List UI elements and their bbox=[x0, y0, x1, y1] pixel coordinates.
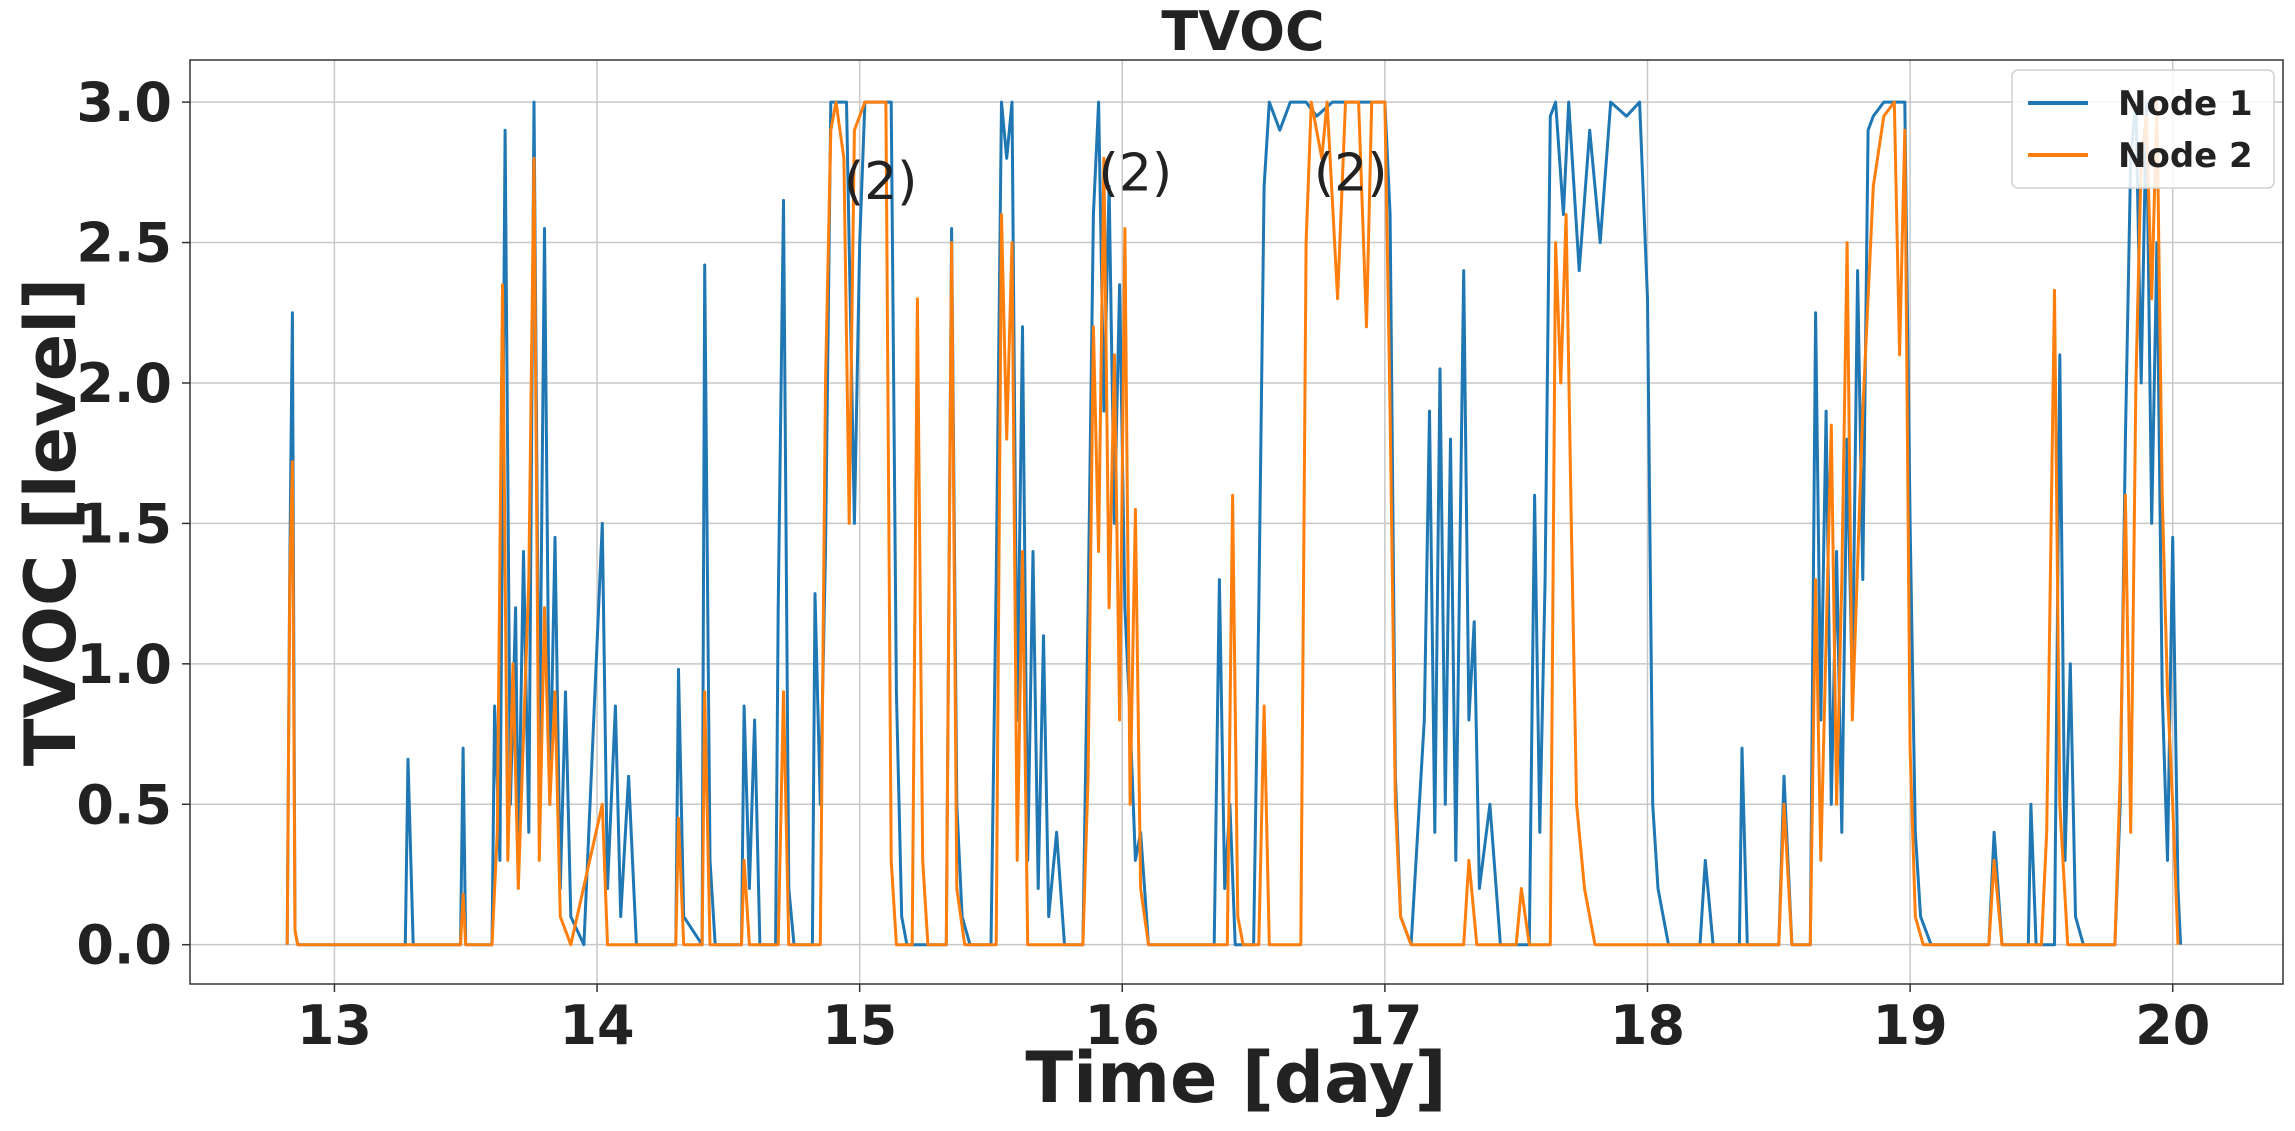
annotations: (2) (2) (2) bbox=[844, 143, 1388, 211]
x-tick-label: 19 bbox=[1873, 994, 1948, 1057]
y-axis-ticks: 0.0 0.5 1.0 1.5 2.0 2.5 3.0 bbox=[76, 71, 190, 977]
y-axis-label: TVOC [level] bbox=[10, 278, 92, 767]
series-layer bbox=[285, 100, 2183, 947]
x-axis-ticks: 13 14 15 16 17 18 19 20 bbox=[297, 984, 2210, 1057]
annotation-label: (2) bbox=[1099, 143, 1173, 203]
y-tick-label: 1.0 bbox=[76, 633, 172, 696]
x-axis-label: Time [day] bbox=[1025, 1037, 1446, 1119]
legend-label-node-1: Node 1 bbox=[2118, 84, 2253, 124]
chart-title: TVOC bbox=[1161, 0, 1324, 63]
x-tick-label: 17 bbox=[1347, 994, 1422, 1057]
y-tick-label: 1.5 bbox=[76, 492, 172, 555]
legend-label-node-2: Node 2 bbox=[2118, 136, 2253, 176]
y-tick-label: 2.0 bbox=[76, 352, 172, 415]
annotation-label: (2) bbox=[1314, 143, 1388, 203]
y-tick-label: 3.0 bbox=[76, 71, 172, 134]
y-tick-label: 0.0 bbox=[76, 914, 172, 977]
legend-box bbox=[2011, 69, 2275, 189]
x-tick-label: 20 bbox=[2135, 994, 2210, 1057]
x-tick-label: 15 bbox=[822, 994, 897, 1057]
legend: Node 1 Node 2 bbox=[2011, 69, 2275, 189]
x-tick-label: 16 bbox=[1085, 994, 1160, 1057]
plot-frame bbox=[189, 59, 2284, 985]
annotation-label: (2) bbox=[844, 152, 918, 212]
y-tick-label: 0.5 bbox=[76, 773, 172, 836]
x-tick-label: 14 bbox=[559, 994, 634, 1057]
series-line-node-2 bbox=[285, 100, 2180, 947]
y-tick-label: 2.5 bbox=[76, 212, 172, 275]
x-tick-label: 13 bbox=[297, 994, 372, 1057]
x-tick-label: 18 bbox=[1610, 994, 1685, 1057]
